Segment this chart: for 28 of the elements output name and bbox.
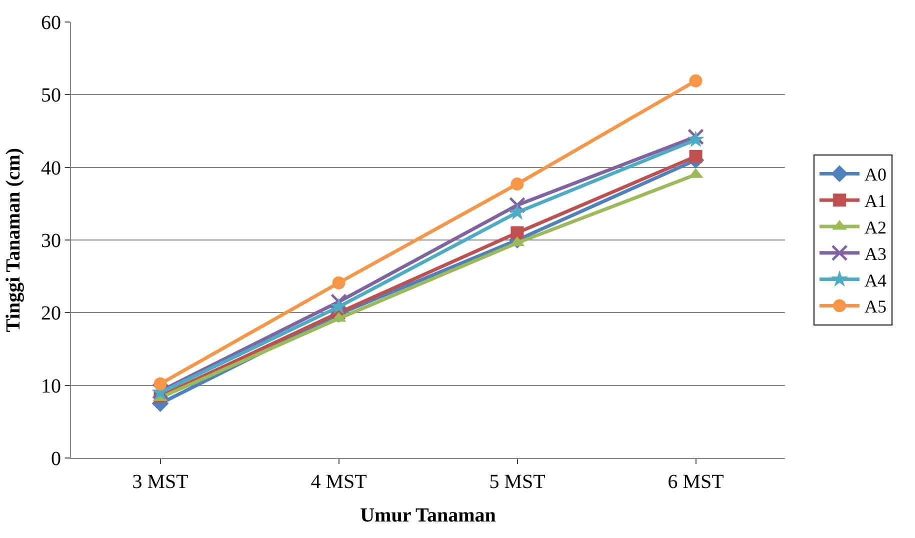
point (330, 294, 347, 310)
legend-label: A4 (864, 270, 887, 290)
x-tick-label: 4 MST (310, 471, 367, 493)
point (154, 377, 167, 390)
point (510, 226, 524, 240)
y-tick-label: 20 (41, 302, 61, 325)
legend-label: A5 (864, 296, 887, 317)
y-tick-label: 60 (41, 12, 61, 34)
point (510, 178, 524, 191)
legend-label: A3 (864, 244, 887, 264)
point (509, 196, 526, 214)
y-tick-label: 0 (51, 448, 61, 470)
point (689, 150, 702, 163)
point (332, 276, 346, 290)
x-tick-label: 5 MST (489, 471, 546, 493)
y-tick-label: 50 (41, 84, 61, 107)
y-tick-label: 10 (41, 375, 61, 398)
point (330, 298, 348, 314)
legend-label: A2 (864, 218, 887, 238)
point (689, 74, 702, 88)
y-tick-label: 40 (41, 157, 61, 180)
legend-label: A0 (864, 164, 887, 185)
x-axis-title: Umur Tanaman (360, 504, 496, 526)
y-axis-title: Tinggi Tanaman (cm) (2, 148, 24, 332)
legend-label: A1 (864, 191, 887, 212)
x-tick-label: 3 MST (132, 471, 188, 493)
y-tick-label: 30 (41, 230, 61, 252)
x-tick-label: 6 MST (668, 471, 724, 493)
